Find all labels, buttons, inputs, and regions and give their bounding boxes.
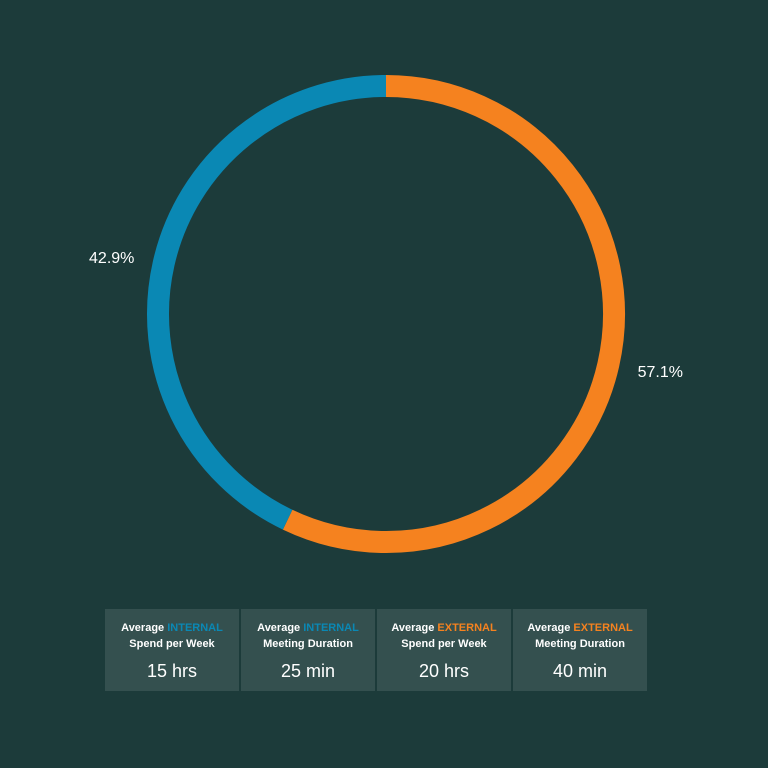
donut-slices — [147, 75, 625, 553]
donut-slice-label-0: 57.1% — [638, 364, 683, 381]
donut-slice-label-1: 42.9% — [89, 250, 134, 267]
stat-card-highlight: INTERNAL — [167, 622, 223, 634]
stat-card-internal-spend: Average INTERNAL Spend per Week 15 hrs — [105, 609, 239, 691]
donut-slice-0 — [282, 75, 625, 553]
stat-card-subtitle: Spend per Week — [129, 638, 215, 650]
stat-card-external-spend: Average EXTERNAL Spend per Week 20 hrs — [377, 609, 511, 691]
stat-card-subtitle: Spend per Week — [401, 638, 487, 650]
stat-card-internal-duration: Average INTERNAL Meeting Duration 25 min — [241, 609, 375, 691]
stat-card-title: Average EXTERNAL Meeting Duration — [513, 620, 647, 652]
stat-card-subtitle: Meeting Duration — [535, 638, 625, 650]
stat-card-prefix: Average — [257, 622, 304, 634]
donut-chart: 57.1% 42.9% — [89, 75, 683, 553]
stat-cards: Average INTERNAL Spend per Week 15 hrs A… — [105, 609, 663, 691]
stat-card-value: 15 hrs — [146, 661, 198, 681]
stat-card-highlight: EXTERNAL — [437, 622, 497, 634]
stat-card-title: Average EXTERNAL Spend per Week — [377, 620, 511, 652]
stat-card-prefix: Average — [121, 622, 168, 634]
stat-card-prefix: Average — [391, 622, 438, 634]
donut-slice-1 — [147, 75, 387, 530]
stat-card-title: Average INTERNAL Meeting Duration — [241, 620, 375, 652]
stat-card-highlight: EXTERNAL — [573, 622, 633, 634]
stat-card-value: 20 hrs — [418, 661, 470, 681]
donut-labels: 57.1% 42.9% — [89, 250, 683, 381]
stat-card-external-duration: Average EXTERNAL Meeting Duration 40 min — [513, 609, 647, 691]
stat-card-subtitle: Meeting Duration — [263, 638, 353, 650]
stat-card-title: Average INTERNAL Spend per Week — [105, 620, 239, 652]
stat-card-highlight: INTERNAL — [303, 622, 359, 634]
stat-card-value: 40 min — [552, 661, 608, 681]
stat-card-value: 25 min — [280, 661, 336, 681]
stat-card-prefix: Average — [527, 622, 574, 634]
